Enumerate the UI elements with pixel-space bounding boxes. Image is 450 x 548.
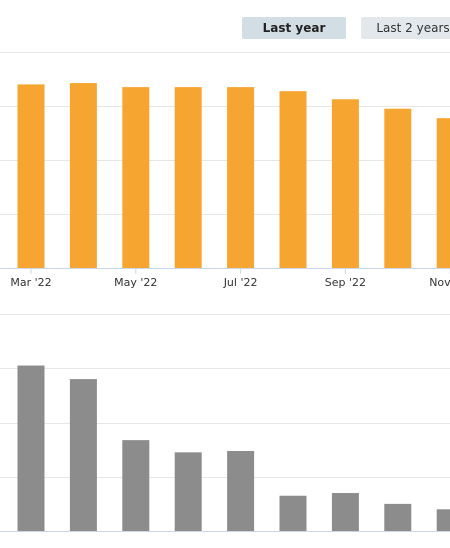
x-tick-label: Nov '22 — [429, 276, 450, 289]
top-bar — [69, 83, 97, 268]
range-selector: Last year Last 2 years — [0, 0, 450, 52]
x-tick-label: May '22 — [114, 276, 157, 289]
top-bar — [227, 87, 255, 268]
bottom-bar — [174, 452, 202, 531]
x-tick-label: Mar '22 — [10, 276, 51, 289]
top-bar — [122, 87, 150, 268]
bottom-bar — [331, 493, 359, 531]
bottom-bar — [279, 495, 307, 531]
top-bar — [279, 91, 307, 269]
bottom-bar — [17, 365, 45, 531]
top-bar — [384, 108, 412, 268]
bottom-bar — [227, 450, 255, 531]
x-tick-label: Jul '22 — [223, 276, 258, 289]
bottom-bar — [69, 379, 97, 531]
top-bar — [331, 99, 359, 268]
bottom-bar — [436, 509, 450, 531]
x-tick-label: Sep '22 — [325, 276, 366, 289]
last-2-years-button[interactable]: Last 2 years — [361, 17, 450, 39]
bottom-bar — [122, 440, 150, 531]
top-bar — [17, 84, 45, 269]
last-year-button[interactable]: Last year — [242, 17, 346, 39]
bottom-bar — [384, 503, 412, 531]
top-bar — [174, 87, 202, 268]
top-bar — [436, 118, 450, 269]
